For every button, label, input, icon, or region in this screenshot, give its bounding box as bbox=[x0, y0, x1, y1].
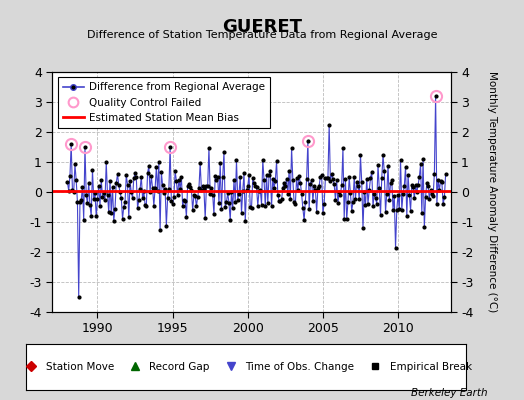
Text: Difference of Station Temperature Data from Regional Average: Difference of Station Temperature Data f… bbox=[87, 30, 437, 40]
Legend: Station Move, Record Gap, Time of Obs. Change, Empirical Break: Station Move, Record Gap, Time of Obs. C… bbox=[17, 358, 476, 376]
Y-axis label: Monthly Temperature Anomaly Difference (°C): Monthly Temperature Anomaly Difference (… bbox=[487, 71, 497, 313]
Legend: Difference from Regional Average, Quality Control Failed, Estimated Station Mean: Difference from Regional Average, Qualit… bbox=[58, 77, 270, 128]
Text: Berkeley Earth: Berkeley Earth bbox=[411, 388, 487, 398]
Text: GUERET: GUERET bbox=[222, 18, 302, 36]
